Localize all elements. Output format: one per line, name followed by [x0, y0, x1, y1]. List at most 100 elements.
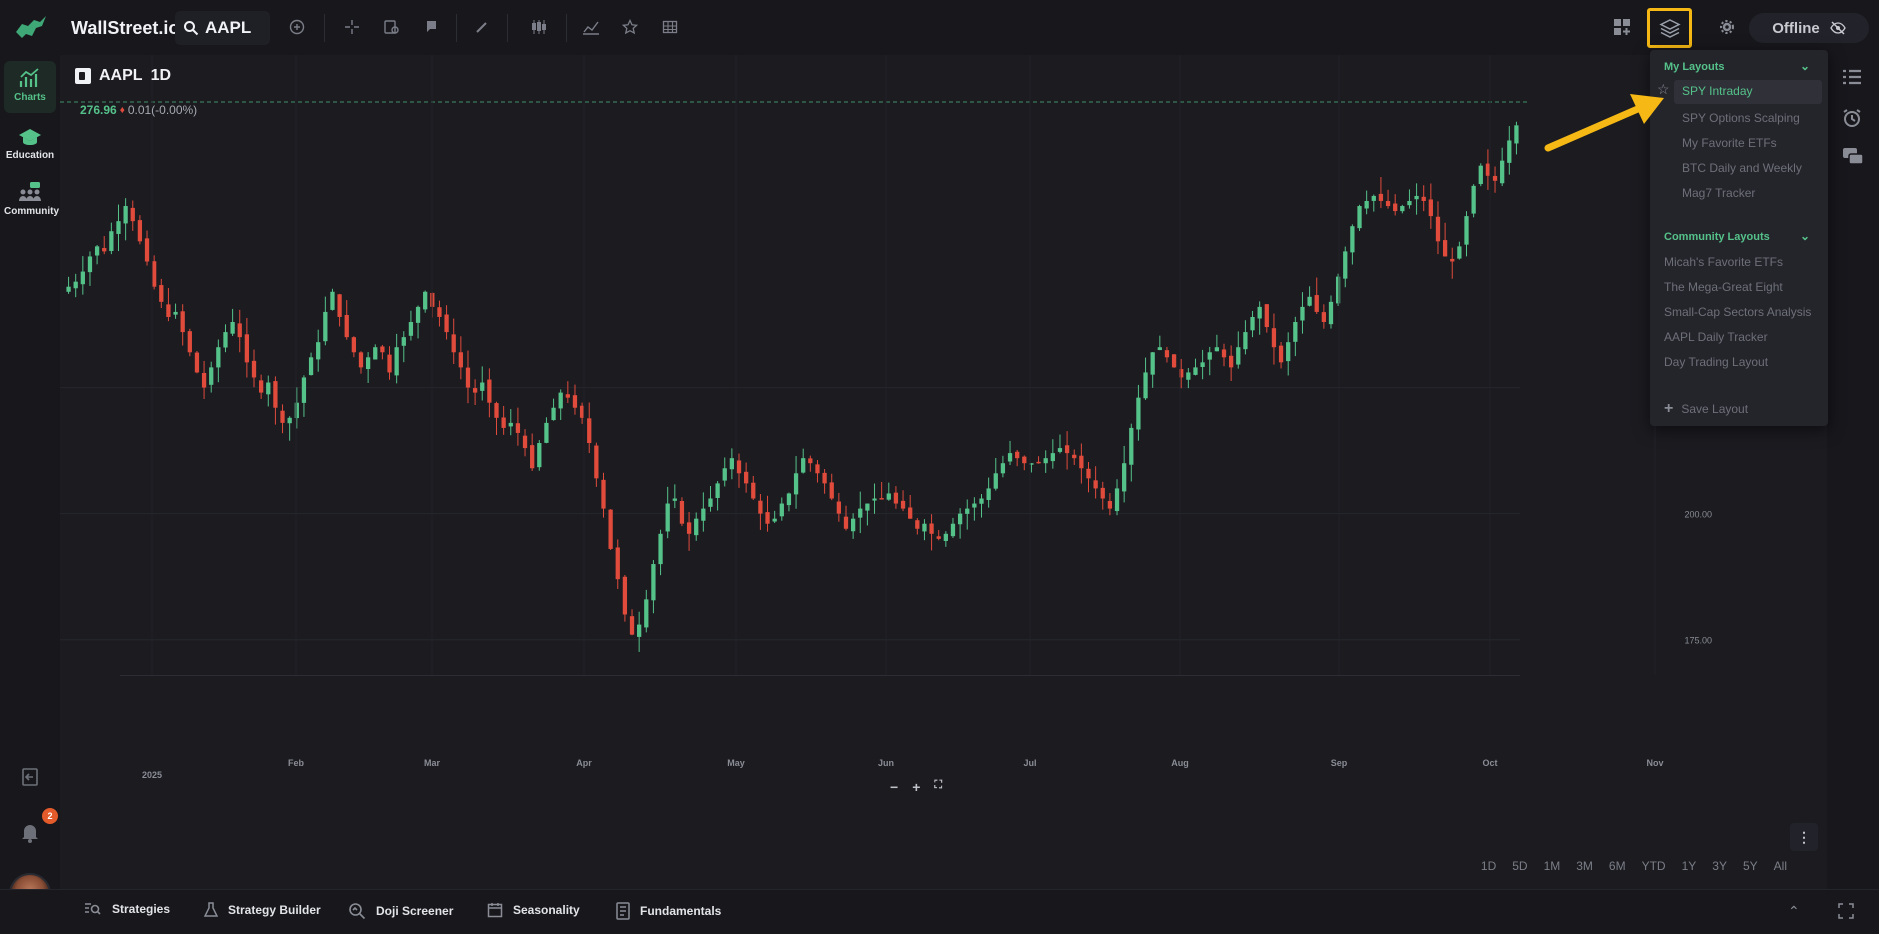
brand-name[interactable]: WallStreet.io: [71, 18, 180, 38]
chart-area[interactable]: 175.00200.00225.002025FebMarAprMayJunJul…: [60, 55, 1827, 889]
range-all[interactable]: All: [1773, 859, 1787, 873]
bull-logo-icon[interactable]: [14, 14, 48, 40]
layout-item[interactable]: BTC Daily and Weekly: [1682, 161, 1802, 175]
community-layouts-heading[interactable]: Community Layouts: [1664, 231, 1770, 243]
right-sidebar: [1827, 55, 1879, 889]
save-layout-button[interactable]: + Save Layout: [1664, 400, 1748, 418]
candle-body: [259, 380, 264, 393]
range-5y[interactable]: 5Y: [1742, 859, 1758, 873]
candle-body: [551, 407, 556, 421]
strategy-builder-tab[interactable]: Strategy Builder: [204, 902, 321, 918]
chart-symbol-header[interactable]: AAPL 1D: [75, 67, 171, 85]
x-tick-label: Apr: [576, 758, 592, 768]
x-tick-label: 2025: [142, 770, 162, 780]
connection-status[interactable]: Offline: [1749, 13, 1869, 43]
watchlist-icon[interactable]: [1842, 69, 1862, 90]
candle-body: [351, 337, 356, 353]
range-1d[interactable]: 1D: [1480, 859, 1497, 873]
candle-body: [1385, 200, 1391, 207]
layouts-button[interactable]: [1647, 8, 1692, 48]
candle-body: [1393, 203, 1398, 212]
fundamentals-tab[interactable]: Fundamentals: [616, 902, 721, 920]
candle-body: [822, 472, 827, 484]
seasonality-tab[interactable]: Seasonality: [487, 902, 580, 918]
fullscreen-chart-button[interactable]: ⛶: [934, 779, 943, 791]
range-5d[interactable]: 5D: [1512, 859, 1528, 873]
candle-body: [1414, 195, 1419, 200]
doji-screener-tab[interactable]: Doji Screener: [348, 902, 453, 920]
candle-body: [152, 261, 157, 287]
layout-item-spy-intraday[interactable]: SPY Intraday: [1674, 80, 1822, 104]
expand-fullscreen-icon[interactable]: [1838, 903, 1854, 924]
candle-body: [544, 422, 549, 443]
indicators-icon[interactable]: [581, 17, 601, 37]
candle-body: [758, 500, 763, 514]
candle-body: [1307, 296, 1312, 306]
settings-gear-icon[interactable]: [1717, 17, 1737, 37]
range-3m[interactable]: 3M: [1576, 859, 1593, 873]
community-layout-item[interactable]: Micah's Favorite ETFs: [1664, 255, 1783, 269]
layout-item[interactable]: My Favorite ETFs: [1682, 136, 1777, 150]
nav-education[interactable]: Education: [4, 121, 56, 171]
search-input[interactable]: AAPL: [205, 18, 252, 37]
chart-more-button[interactable]: ⋮: [1790, 823, 1818, 851]
add-symbol-icon[interactable]: [287, 17, 307, 37]
candle-body: [865, 503, 870, 511]
save-layout-label: Save Layout: [1681, 402, 1749, 416]
candle-body: [1007, 453, 1013, 462]
indicator-template-icon[interactable]: [381, 17, 401, 37]
eye-off-icon: [1830, 21, 1846, 35]
bell-icon[interactable]: [19, 821, 41, 848]
symbol-search[interactable]: AAPL: [175, 11, 270, 45]
chevron-down-icon[interactable]: ⌄: [1799, 229, 1810, 243]
candle-body: [194, 352, 200, 373]
community-layout-item[interactable]: Small-Cap Sectors Analysis: [1664, 305, 1812, 319]
candle-body: [480, 382, 485, 391]
range-ytd[interactable]: YTD: [1641, 859, 1666, 873]
layout-item[interactable]: SPY Options Scalping: [1682, 111, 1800, 125]
range-6m[interactable]: 6M: [1608, 859, 1626, 873]
candle-body: [373, 347, 378, 360]
community-layout-item[interactable]: The Mega-Great Eight: [1664, 280, 1783, 294]
layout-item[interactable]: Mag7 Tracker: [1682, 186, 1756, 200]
zoom-out-button[interactable]: −: [890, 779, 899, 795]
grid-layout-icon[interactable]: [660, 17, 680, 37]
candle-body: [587, 418, 592, 444]
crosshair-icon[interactable]: [342, 17, 362, 37]
strategies-tab[interactable]: Strategies: [84, 902, 170, 916]
multi-chart-layout-icon[interactable]: [1612, 17, 1632, 37]
candle-body: [494, 403, 499, 418]
candle-body: [765, 512, 770, 524]
candlestick-type-icon[interactable]: [529, 17, 549, 37]
drawing-brush-icon[interactable]: [472, 17, 492, 37]
candle-body: [280, 410, 285, 423]
candle-body: [993, 473, 998, 489]
star-icon[interactable]: ☆: [1657, 81, 1670, 97]
range-3y[interactable]: 3Y: [1712, 859, 1727, 873]
community-layout-item[interactable]: AAPL Daily Tracker: [1664, 330, 1768, 344]
alarm-clock-icon[interactable]: [1842, 108, 1862, 133]
zoom-in-button[interactable]: +: [912, 779, 921, 795]
candle-body: [1421, 196, 1426, 201]
candle-body: [943, 533, 948, 542]
candlestick-chart[interactable]: 175.00200.00225.002025FebMarAprMayJunJul…: [60, 55, 1827, 889]
chevron-down-icon[interactable]: ⌄: [1799, 59, 1810, 73]
community-layout-item[interactable]: Day Trading Layout: [1664, 355, 1769, 369]
nav-charts[interactable]: Charts: [4, 61, 56, 113]
candle-body: [808, 458, 813, 464]
star-favorite-icon[interactable]: [620, 17, 640, 37]
community-icon: [19, 182, 41, 201]
candle-body: [316, 342, 321, 360]
alert-flag-icon[interactable]: [421, 17, 441, 37]
zoom-controls: − + ⛶: [890, 779, 942, 795]
my-layouts-heading[interactable]: My Layouts: [1664, 61, 1725, 73]
logout-icon[interactable]: [20, 767, 40, 792]
candle-body: [922, 523, 927, 532]
range-1m[interactable]: 1M: [1543, 859, 1561, 873]
range-1y[interactable]: 1Y: [1681, 859, 1697, 873]
candle-body: [458, 352, 463, 368]
nav-community[interactable]: Community: [4, 175, 59, 225]
candle-body: [66, 286, 71, 292]
chevron-up-icon[interactable]: ⌃: [1788, 903, 1800, 919]
chat-bubbles-icon[interactable]: [1842, 147, 1864, 172]
